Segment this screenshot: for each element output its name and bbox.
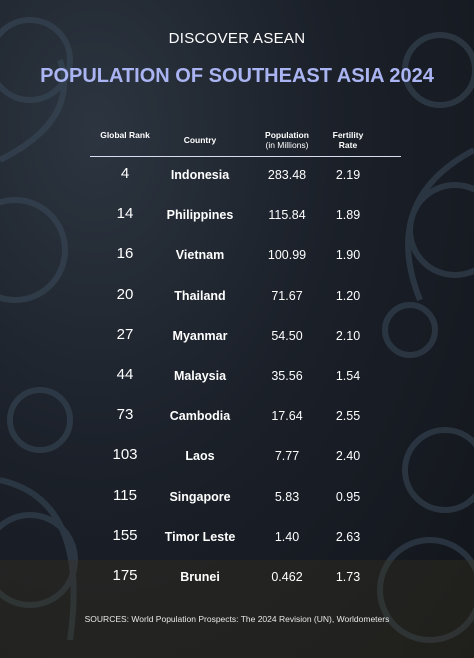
country: Cambodia bbox=[169, 409, 231, 424]
column-header: Fertility Rate bbox=[323, 130, 373, 150]
column-label: Population bbox=[265, 130, 309, 140]
fertility-rate: 0.95 bbox=[335, 489, 361, 504]
fertility-rate: 2.10 bbox=[335, 328, 361, 343]
column-header: Global Rank bbox=[100, 130, 150, 140]
kicker: DISCOVER ASEAN bbox=[168, 30, 306, 47]
population: 35.56 bbox=[271, 369, 303, 383]
country: Brunei bbox=[180, 570, 220, 584]
rank: 27 bbox=[116, 325, 134, 343]
country: Myanmar bbox=[172, 328, 228, 343]
fertility-rate: 1.73 bbox=[335, 570, 361, 584]
population: 0.462 bbox=[271, 570, 303, 584]
rank: 155 bbox=[112, 526, 138, 544]
population: 115.84 bbox=[268, 208, 306, 223]
population: 54.50 bbox=[271, 328, 303, 343]
population: 71.67 bbox=[271, 288, 303, 303]
fertility-rate: 2.55 bbox=[335, 409, 361, 424]
rank: 44 bbox=[116, 366, 134, 383]
column-label: Global Rank bbox=[100, 130, 150, 140]
country: Indonesia bbox=[170, 168, 230, 182]
rank: 16 bbox=[116, 245, 134, 263]
rank: 115 bbox=[113, 486, 137, 504]
fertility-rate: 1.20 bbox=[335, 288, 361, 303]
title: POPULATION OF SOUTHEAST ASIA 2024 bbox=[40, 65, 434, 87]
country: Malaysia bbox=[173, 369, 227, 383]
column-header: Population (in Millions) bbox=[255, 130, 319, 150]
country: Vietnam bbox=[175, 248, 225, 263]
country: Philippines bbox=[166, 208, 234, 223]
rank: 4 bbox=[120, 165, 130, 182]
population: 5.83 bbox=[274, 489, 300, 504]
country: Timor Leste bbox=[164, 529, 236, 544]
fertility-rate: 2.63 bbox=[335, 529, 361, 544]
column-label: Country bbox=[183, 135, 217, 145]
fertility-rate: 1.89 bbox=[335, 208, 361, 223]
rank: 175 bbox=[112, 567, 138, 584]
column-unit: (in Millions) bbox=[265, 140, 309, 150]
header-rule bbox=[90, 156, 401, 157]
population: 100.99 bbox=[267, 248, 307, 263]
fertility-rate: 1.90 bbox=[335, 248, 361, 263]
rank: 14 bbox=[116, 205, 134, 223]
population: 17.64 bbox=[271, 409, 303, 424]
rank: 20 bbox=[116, 285, 134, 303]
column-label: Fertility Rate bbox=[332, 130, 364, 150]
column-header: Country bbox=[165, 135, 235, 145]
country: Laos bbox=[185, 449, 215, 464]
country: Thailand bbox=[174, 288, 226, 303]
fertility-rate: 2.19 bbox=[335, 168, 361, 182]
source: SOURCES: World Population Prospects: The… bbox=[84, 614, 390, 624]
country: Singapore bbox=[169, 489, 231, 504]
fertility-rate: 2.40 bbox=[335, 449, 361, 464]
rank: 73 bbox=[116, 406, 134, 424]
fertility-rate: 1.54 bbox=[335, 369, 361, 383]
rank: 103 bbox=[112, 446, 138, 464]
population: 1.40 bbox=[274, 529, 300, 544]
population: 7.77 bbox=[274, 449, 300, 464]
population: 283.48 bbox=[267, 168, 307, 182]
